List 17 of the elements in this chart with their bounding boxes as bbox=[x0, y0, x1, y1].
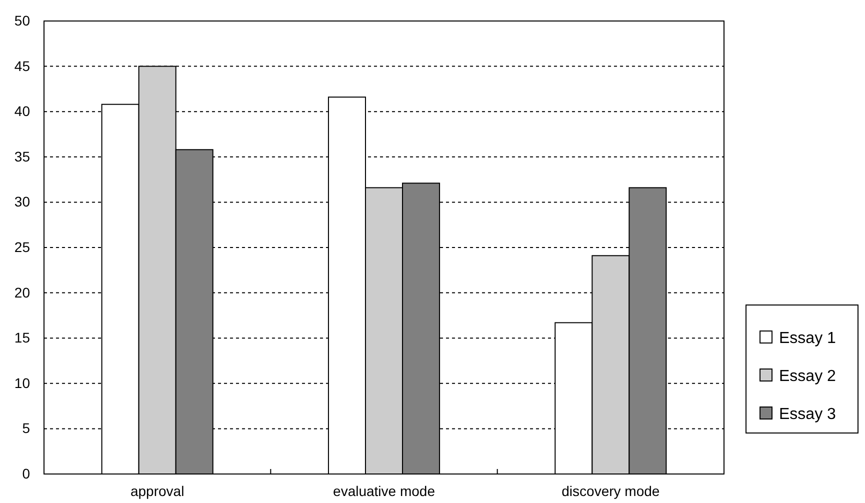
y-tick-label: 35 bbox=[14, 148, 30, 164]
y-tick-label: 0 bbox=[22, 465, 30, 482]
x-tick-label: evaluative mode bbox=[333, 482, 436, 499]
x-tick-label: discovery mode bbox=[562, 482, 660, 499]
y-tick-label: 5 bbox=[22, 420, 30, 436]
y-tick-label: 30 bbox=[14, 194, 30, 210]
y-tick-label: 50 bbox=[14, 12, 30, 28]
legend-label: Essay 1 bbox=[779, 330, 836, 347]
y-tick-label: 45 bbox=[14, 58, 30, 74]
y-tick-label: 40 bbox=[14, 103, 30, 120]
legend-label: Essay 2 bbox=[779, 368, 836, 385]
x-tick-label: approval bbox=[130, 482, 184, 499]
y-tick-label: 10 bbox=[14, 374, 30, 391]
y-tick-label: 25 bbox=[14, 238, 30, 255]
y-tick-label: 15 bbox=[14, 330, 30, 346]
y-tick-label: 20 bbox=[14, 284, 30, 300]
legend-label: Essay 3 bbox=[779, 406, 836, 423]
